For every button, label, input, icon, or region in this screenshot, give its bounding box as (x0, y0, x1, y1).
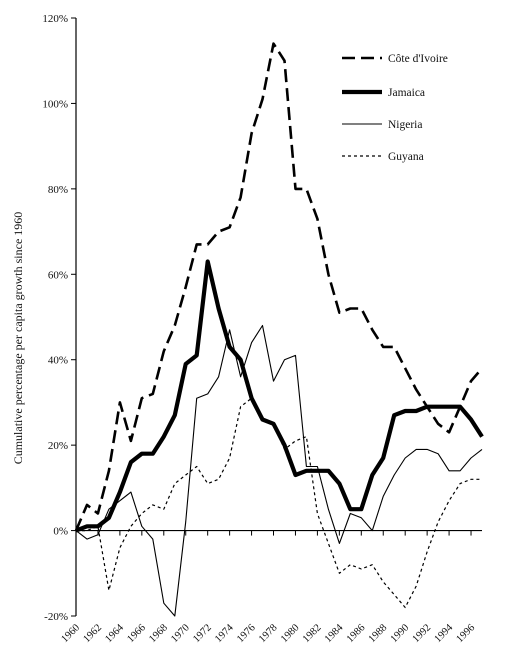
series-line-jamaica (75, 259, 484, 533)
legend-label: Côte d'Ivoire (388, 53, 448, 65)
y-tick-label: 0% (53, 526, 68, 538)
series-line-nigeria (75, 324, 483, 617)
x-tick-label: 1982 (301, 622, 324, 645)
x-tick-label: 1978 (257, 622, 280, 645)
y-tick-label: -20% (44, 611, 68, 623)
plot-area: -20%0%20%40%60%80%100%120% 1960 1962 1964 1… (42, 13, 484, 645)
x-tick-label: 1964 (103, 622, 126, 645)
y-axis-ticks: -20% 0% 20% 40% 60% 80% 100% 120% (42, 13, 76, 623)
series-lines (74, 42, 484, 617)
x-tick-label: 1960 (59, 622, 82, 645)
y-tick-label: 60% (48, 269, 68, 281)
x-tick-label: 1996 (455, 622, 478, 645)
y-axis-label: Cumulative percentage per capita growth … (11, 212, 25, 465)
x-tick-label: 1990 (389, 622, 412, 645)
x-tick-label: 1970 (169, 622, 192, 645)
x-tick-label: 1988 (367, 622, 390, 645)
y-tick-label: 80% (48, 184, 68, 196)
x-tick-label: 1976 (235, 622, 258, 645)
series-line-guyana (76, 397, 482, 609)
x-tick-label: 1966 (125, 622, 148, 645)
y-tick-label: 20% (48, 440, 68, 452)
x-tick-label: 1962 (81, 622, 104, 645)
x-tick-label: 1992 (411, 622, 434, 645)
y-tick-label: 120% (42, 13, 68, 25)
x-tick-label: 1994 (433, 622, 456, 645)
y-tick-label: 40% (48, 355, 68, 367)
x-tick-label: 1984 (323, 622, 346, 645)
x-tick-label: 1968 (147, 622, 170, 645)
legend-label: Guyana (388, 151, 424, 163)
x-tick-label: 1980 (279, 622, 302, 645)
x-tick-label: 1972 (191, 622, 214, 645)
legend-label: Jamaica (388, 87, 425, 99)
legend-label: Nigeria (388, 119, 422, 131)
y-tick-label: 100% (42, 98, 68, 110)
legend: Côte d'Ivoire Jamaica Nigeria Guyana (342, 53, 448, 163)
series-line-c-te-d-ivoire (74, 42, 483, 532)
x-axis-ticks: 1960 1962 1964 1966 1968 1970 1972 1974 1976 1978… (59, 530, 478, 645)
x-tick-label: 1986 (345, 622, 368, 645)
x-tick-label: 1974 (213, 622, 236, 645)
